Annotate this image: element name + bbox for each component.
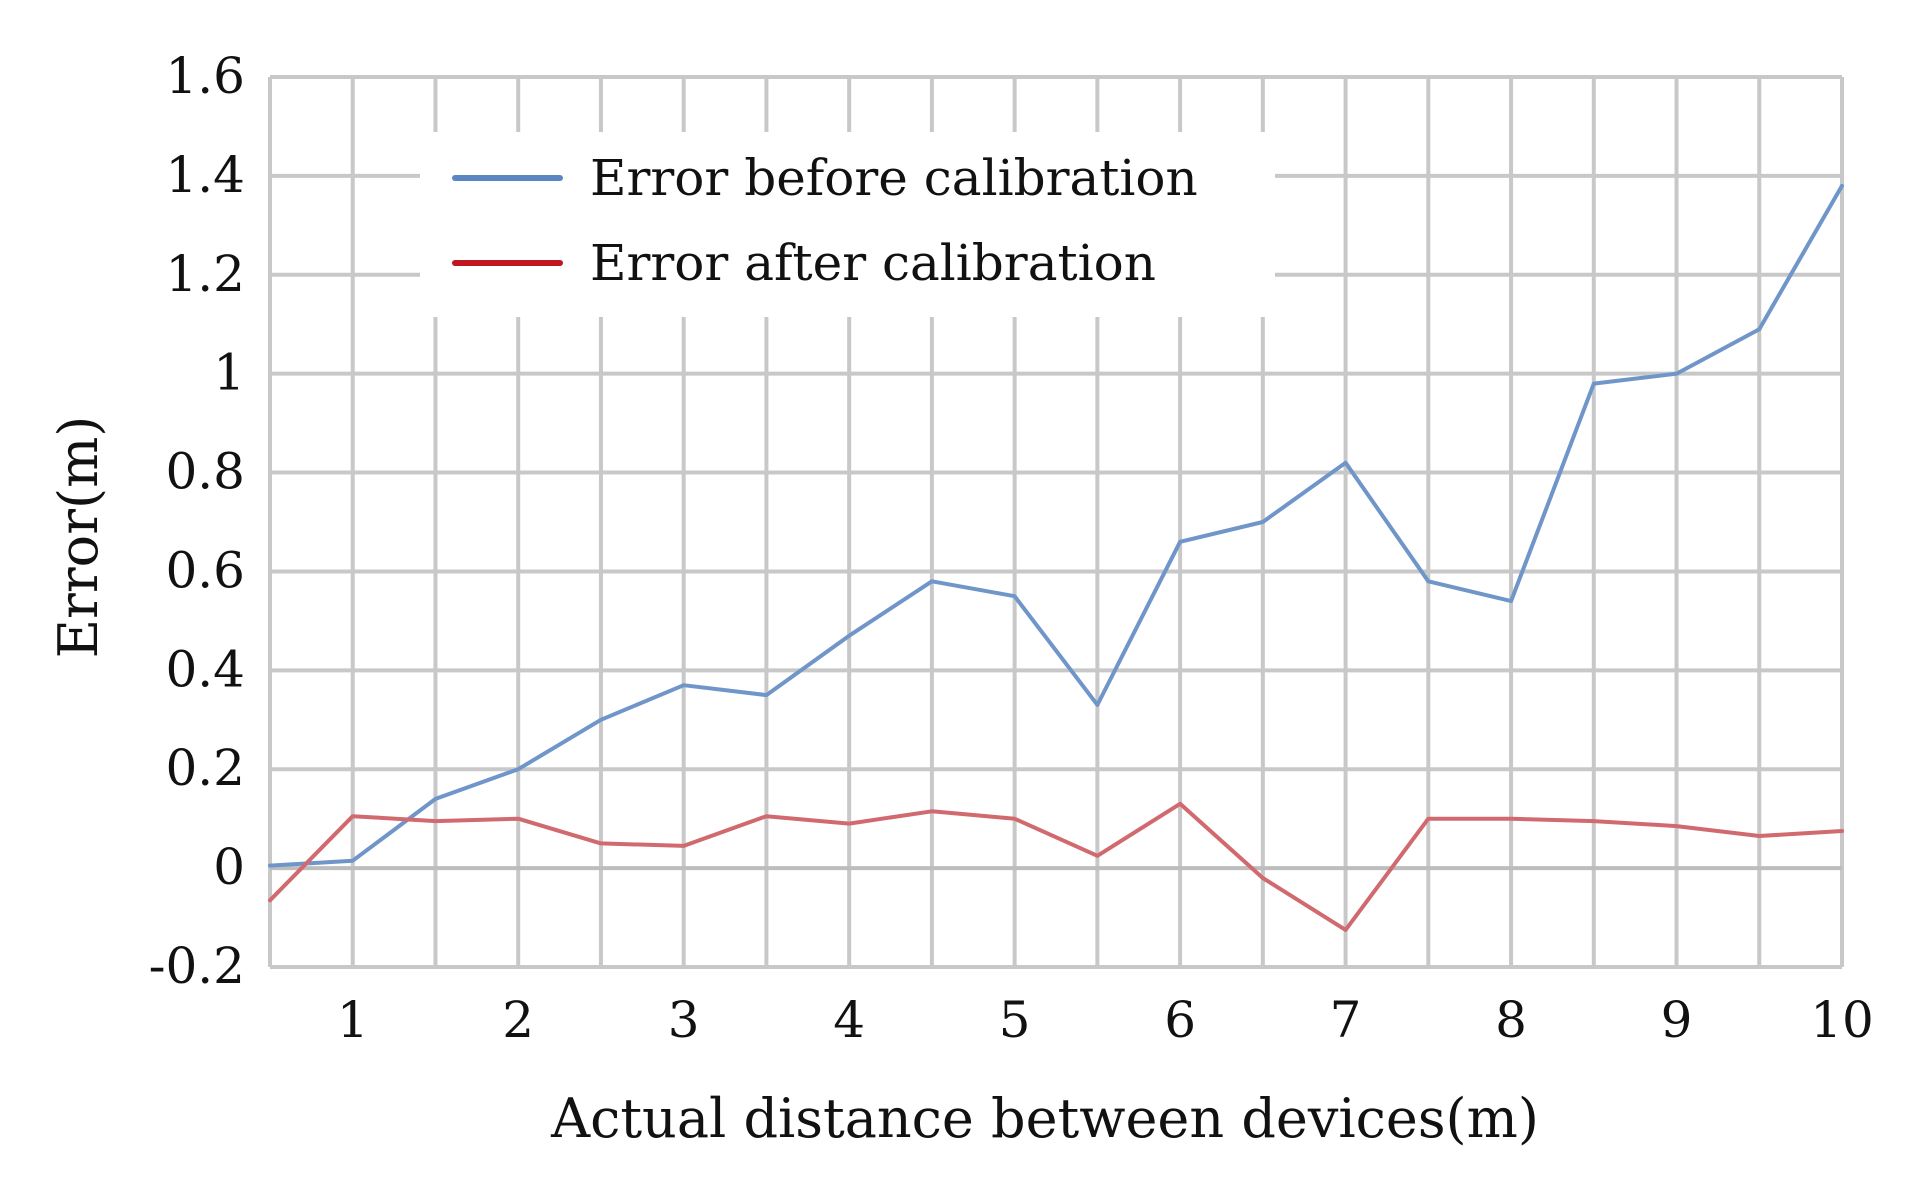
x-tick-label: 6 [1164, 991, 1196, 1049]
x-tick-label: 3 [668, 991, 700, 1049]
x-tick-label: 4 [833, 991, 865, 1049]
x-axis-ticks: 1 2 3 4 5 6 7 8 9 10 [337, 991, 1874, 1049]
series-lines [268, 183, 1844, 932]
x-tick-label: 8 [1495, 991, 1527, 1049]
x-tick-label: 2 [502, 991, 534, 1049]
y-tick-label: 0.6 [165, 541, 245, 599]
x-tick-label: 10 [1810, 991, 1874, 1049]
series-line-before-calibration [268, 183, 1844, 868]
x-tick-label: 7 [1330, 991, 1362, 1049]
legend-label: Error before calibration [590, 149, 1198, 207]
y-tick-label: 0.4 [165, 640, 245, 698]
legend-label: Error after calibration [590, 234, 1156, 292]
y-tick-label: 1.2 [165, 245, 245, 303]
series-line-after-calibration [268, 801, 1844, 932]
x-tick-label: 5 [999, 991, 1031, 1049]
y-tick-label: 1 [213, 344, 245, 402]
y-tick-label: 0 [213, 838, 245, 896]
legend-box [420, 132, 1275, 317]
x-tick-label: 1 [337, 991, 369, 1049]
y-tick-label: 1.6 [165, 47, 245, 105]
y-axis-ticks: -0.2 0 0.2 0.4 0.6 0.8 1 1.2 1.4 1.6 [149, 47, 245, 995]
y-axis-title: Error(m) [47, 416, 110, 659]
y-tick-label: -0.2 [149, 937, 245, 995]
y-tick-label: 0.8 [165, 443, 245, 501]
legend: Error before calibration Error after cali… [420, 132, 1275, 317]
x-axis-title: Actual distance between devices(m) [550, 1087, 1539, 1150]
y-tick-label: 1.4 [165, 146, 245, 204]
x-tick-label: 9 [1661, 991, 1693, 1049]
y-tick-label: 0.2 [165, 739, 245, 797]
